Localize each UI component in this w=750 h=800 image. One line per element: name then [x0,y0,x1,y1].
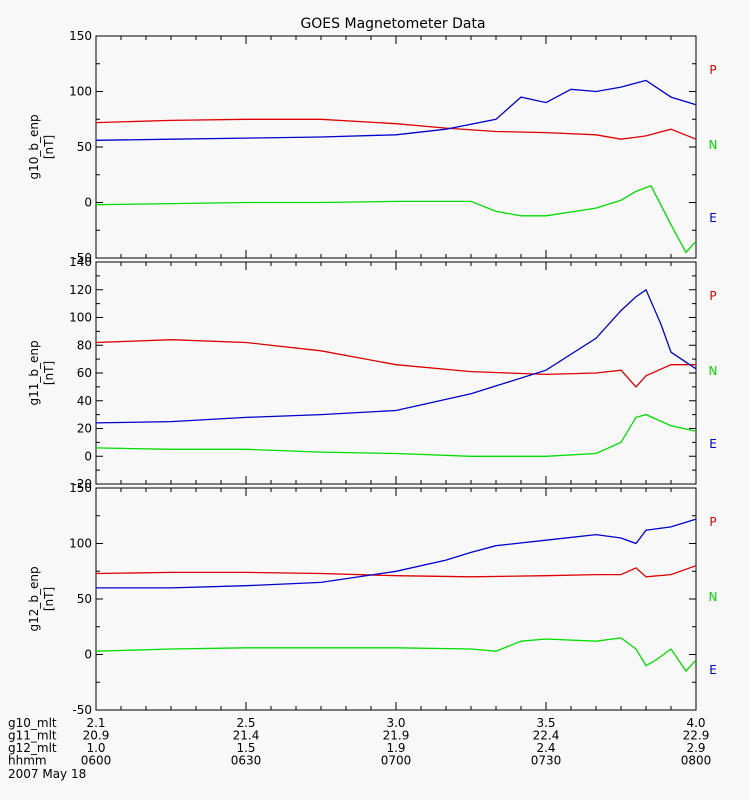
y-tick-label: 150 [69,481,92,495]
y-tick-label: 50 [77,592,92,606]
y-tick-label: 80 [77,338,92,352]
footer-value: 21.4 [233,729,260,743]
legend-entry-N: N [709,138,718,152]
series-line-E [96,518,697,589]
footer-value: 2.9 [686,741,705,755]
y-axis-label: g10_b_enp [27,114,41,179]
series-line-P [95,565,697,578]
footer-value: 2.4 [536,741,555,755]
panel-1: -50 0 50 100 150 g10_b_enp [nT] P N E [27,29,717,265]
footer-row-label: g11_mlt [8,729,57,743]
footer-row-label: hhmm [8,754,47,768]
y-tick-label: 100 [69,311,92,325]
footer-row-label: g12_mlt [8,741,57,755]
footer-value: 0730 [531,754,562,768]
date-label: 2007 May 18 [8,767,86,781]
legend-entry-E: E [709,211,717,225]
y-axis-unit: [nT] [42,587,56,611]
footer-value: 20.9 [83,729,110,743]
series-line-E [95,79,697,141]
footer-value: 22.9 [683,729,710,743]
y-tick-label: 150 [69,29,92,43]
series-line-E [95,288,697,424]
y-tick-label: 120 [69,283,92,297]
y-axis-unit: [nT] [42,361,56,385]
panel-frame [95,35,697,259]
footer-value: 0600 [81,754,112,768]
legend-entry-E: E [709,663,717,677]
chart-footer: g10_mlt 2.1 2.5 3.0 3.5 4.0 g11_mlt 20.9 21.4 21.… [8,716,711,768]
y-axis-label: g11_b_enp [27,340,41,405]
footer-value: 4.0 [686,716,705,730]
series-line-N [95,184,697,254]
series-line-N [95,413,697,457]
legend-entry-E: E [709,437,717,451]
footer-value: 21.9 [383,729,410,743]
series-line-N [95,637,697,673]
series-line-P [95,118,697,140]
y-tick-label: 60 [77,366,92,380]
legend-entry-P: P [709,289,716,303]
y-tick-label: 0 [84,648,92,662]
footer-value: 3.5 [536,716,555,730]
y-tick-label: 50 [77,140,92,154]
footer-value: 2.5 [236,716,255,730]
series-line-P [95,339,696,388]
chart-title: GOES Magnetometer Data [300,16,485,32]
footer-value: 0700 [381,754,412,768]
legend-entry-P: P [709,63,716,77]
y-tick-label: 0 [84,196,92,210]
footer-value: 0630 [231,754,262,768]
legend-entry-N: N [709,364,718,378]
footer-value: 0800 [681,754,712,768]
legend-entry-N: N [709,590,718,604]
legend-entry-P: P [709,515,716,529]
footer-value: 1.9 [386,741,405,755]
y-tick-label: -50 [72,251,92,265]
footer-row-label: g10_mlt [8,716,57,730]
y-tick-label: 0 [84,449,92,463]
y-tick-label: 140 [69,255,92,269]
y-axis-unit: [nT] [42,135,56,159]
panel-frame [95,487,697,711]
y-tick-label: 100 [69,85,92,99]
footer-value: 1.0 [86,741,105,755]
y-tick-label: 20 [77,422,92,436]
panel-3: -50 0 50 100 150 g12_b_enp [nT] P N E [27,481,717,717]
panel-frame [95,261,697,485]
y-tick-label: 100 [69,537,92,551]
y-tick-label: -20 [72,477,92,491]
footer-value: 3.0 [386,716,405,730]
footer-value: 22.4 [533,729,560,743]
panel-2: -20 0 20 40 60 80 100 120 140 g11_b_enp [nT] P N E [27,255,717,491]
footer-value: 1.5 [236,741,255,755]
y-axis-label: g12_b_enp [27,566,41,631]
y-tick-label: -50 [72,703,92,717]
footer-value: 2.1 [86,716,105,730]
y-tick-label: 40 [77,394,92,408]
